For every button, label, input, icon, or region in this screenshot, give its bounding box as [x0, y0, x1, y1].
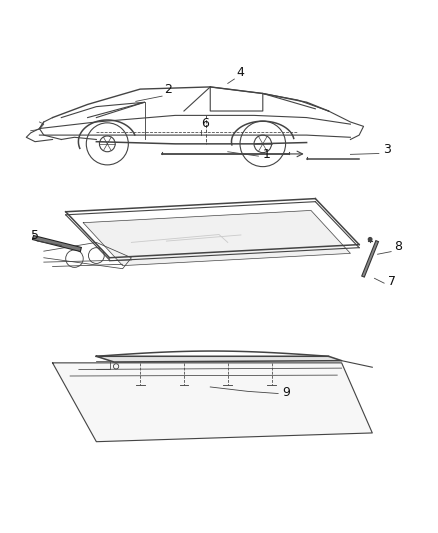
Polygon shape [83, 211, 350, 265]
Text: 7: 7 [388, 275, 396, 288]
Text: 2: 2 [164, 84, 172, 96]
Polygon shape [53, 363, 372, 442]
Text: 9: 9 [283, 386, 290, 399]
Text: 6: 6 [201, 117, 209, 130]
Circle shape [368, 238, 372, 241]
Text: 5: 5 [31, 229, 39, 242]
Text: 1: 1 [263, 148, 271, 161]
Polygon shape [96, 356, 342, 362]
Text: 4: 4 [237, 66, 244, 79]
Text: 3: 3 [383, 143, 391, 157]
Text: 8: 8 [394, 240, 402, 253]
